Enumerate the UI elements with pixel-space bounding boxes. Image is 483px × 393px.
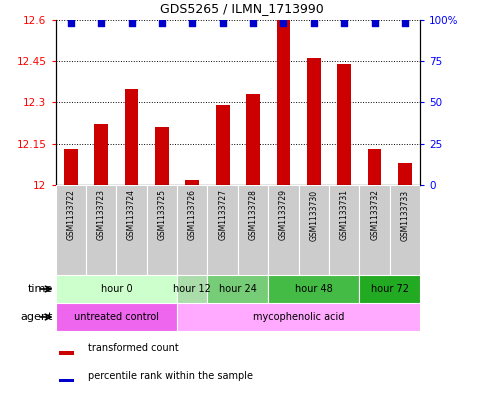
Text: hour 0: hour 0 — [100, 284, 132, 294]
Text: percentile rank within the sample: percentile rank within the sample — [88, 371, 254, 381]
Text: GDS5265 / ILMN_1713990: GDS5265 / ILMN_1713990 — [159, 2, 324, 15]
Bar — [359, 185, 390, 275]
Text: GSM1133726: GSM1133726 — [188, 189, 197, 241]
Text: GSM1133724: GSM1133724 — [127, 189, 136, 241]
Text: hour 24: hour 24 — [219, 284, 257, 294]
Text: agent: agent — [21, 312, 53, 322]
Text: time: time — [28, 284, 53, 294]
Bar — [329, 185, 359, 275]
Text: GSM1133728: GSM1133728 — [249, 189, 257, 241]
Bar — [59, 351, 74, 354]
Text: GSM1133732: GSM1133732 — [370, 189, 379, 241]
Bar — [177, 275, 208, 303]
Bar — [216, 105, 229, 185]
Bar — [208, 275, 268, 303]
Text: untreated control: untreated control — [74, 312, 159, 322]
Text: hour 72: hour 72 — [371, 284, 409, 294]
Bar — [338, 64, 351, 185]
Bar — [177, 185, 208, 275]
Bar — [238, 185, 268, 275]
Bar — [116, 185, 147, 275]
Text: GSM1133727: GSM1133727 — [218, 189, 227, 241]
Bar — [125, 89, 138, 185]
Point — [401, 20, 409, 26]
Point — [249, 20, 257, 26]
Text: GSM1133729: GSM1133729 — [279, 189, 288, 241]
Text: transformed count: transformed count — [88, 343, 179, 353]
Point — [128, 20, 135, 26]
Point — [97, 20, 105, 26]
Text: GSM1133730: GSM1133730 — [309, 189, 318, 241]
Text: GSM1133731: GSM1133731 — [340, 189, 349, 241]
Point — [280, 20, 287, 26]
Bar — [307, 59, 321, 185]
Bar — [208, 185, 238, 275]
Point — [310, 20, 318, 26]
Bar — [246, 94, 260, 185]
Bar — [398, 163, 412, 185]
Text: hour 12: hour 12 — [173, 284, 211, 294]
Bar — [368, 149, 382, 185]
Bar — [64, 149, 78, 185]
Bar — [59, 379, 74, 382]
Bar — [298, 185, 329, 275]
Bar — [86, 185, 116, 275]
Text: GSM1133722: GSM1133722 — [66, 189, 75, 241]
Point — [341, 20, 348, 26]
Bar — [56, 275, 177, 303]
Bar — [56, 185, 86, 275]
Text: GSM1133725: GSM1133725 — [157, 189, 167, 241]
Bar — [56, 303, 177, 331]
Point — [371, 20, 379, 26]
Text: hour 48: hour 48 — [295, 284, 333, 294]
Point — [188, 20, 196, 26]
Text: mycophenolic acid: mycophenolic acid — [253, 312, 344, 322]
Point — [67, 20, 74, 26]
Point — [158, 20, 166, 26]
Bar — [147, 185, 177, 275]
Bar — [177, 303, 420, 331]
Bar — [359, 275, 420, 303]
Bar — [390, 185, 420, 275]
Bar — [268, 275, 359, 303]
Text: GSM1133723: GSM1133723 — [97, 189, 106, 241]
Text: GSM1133733: GSM1133733 — [400, 189, 410, 241]
Bar — [268, 185, 298, 275]
Bar — [94, 125, 108, 185]
Bar — [185, 180, 199, 185]
Bar — [277, 20, 290, 185]
Bar — [155, 127, 169, 185]
Point — [219, 20, 227, 26]
